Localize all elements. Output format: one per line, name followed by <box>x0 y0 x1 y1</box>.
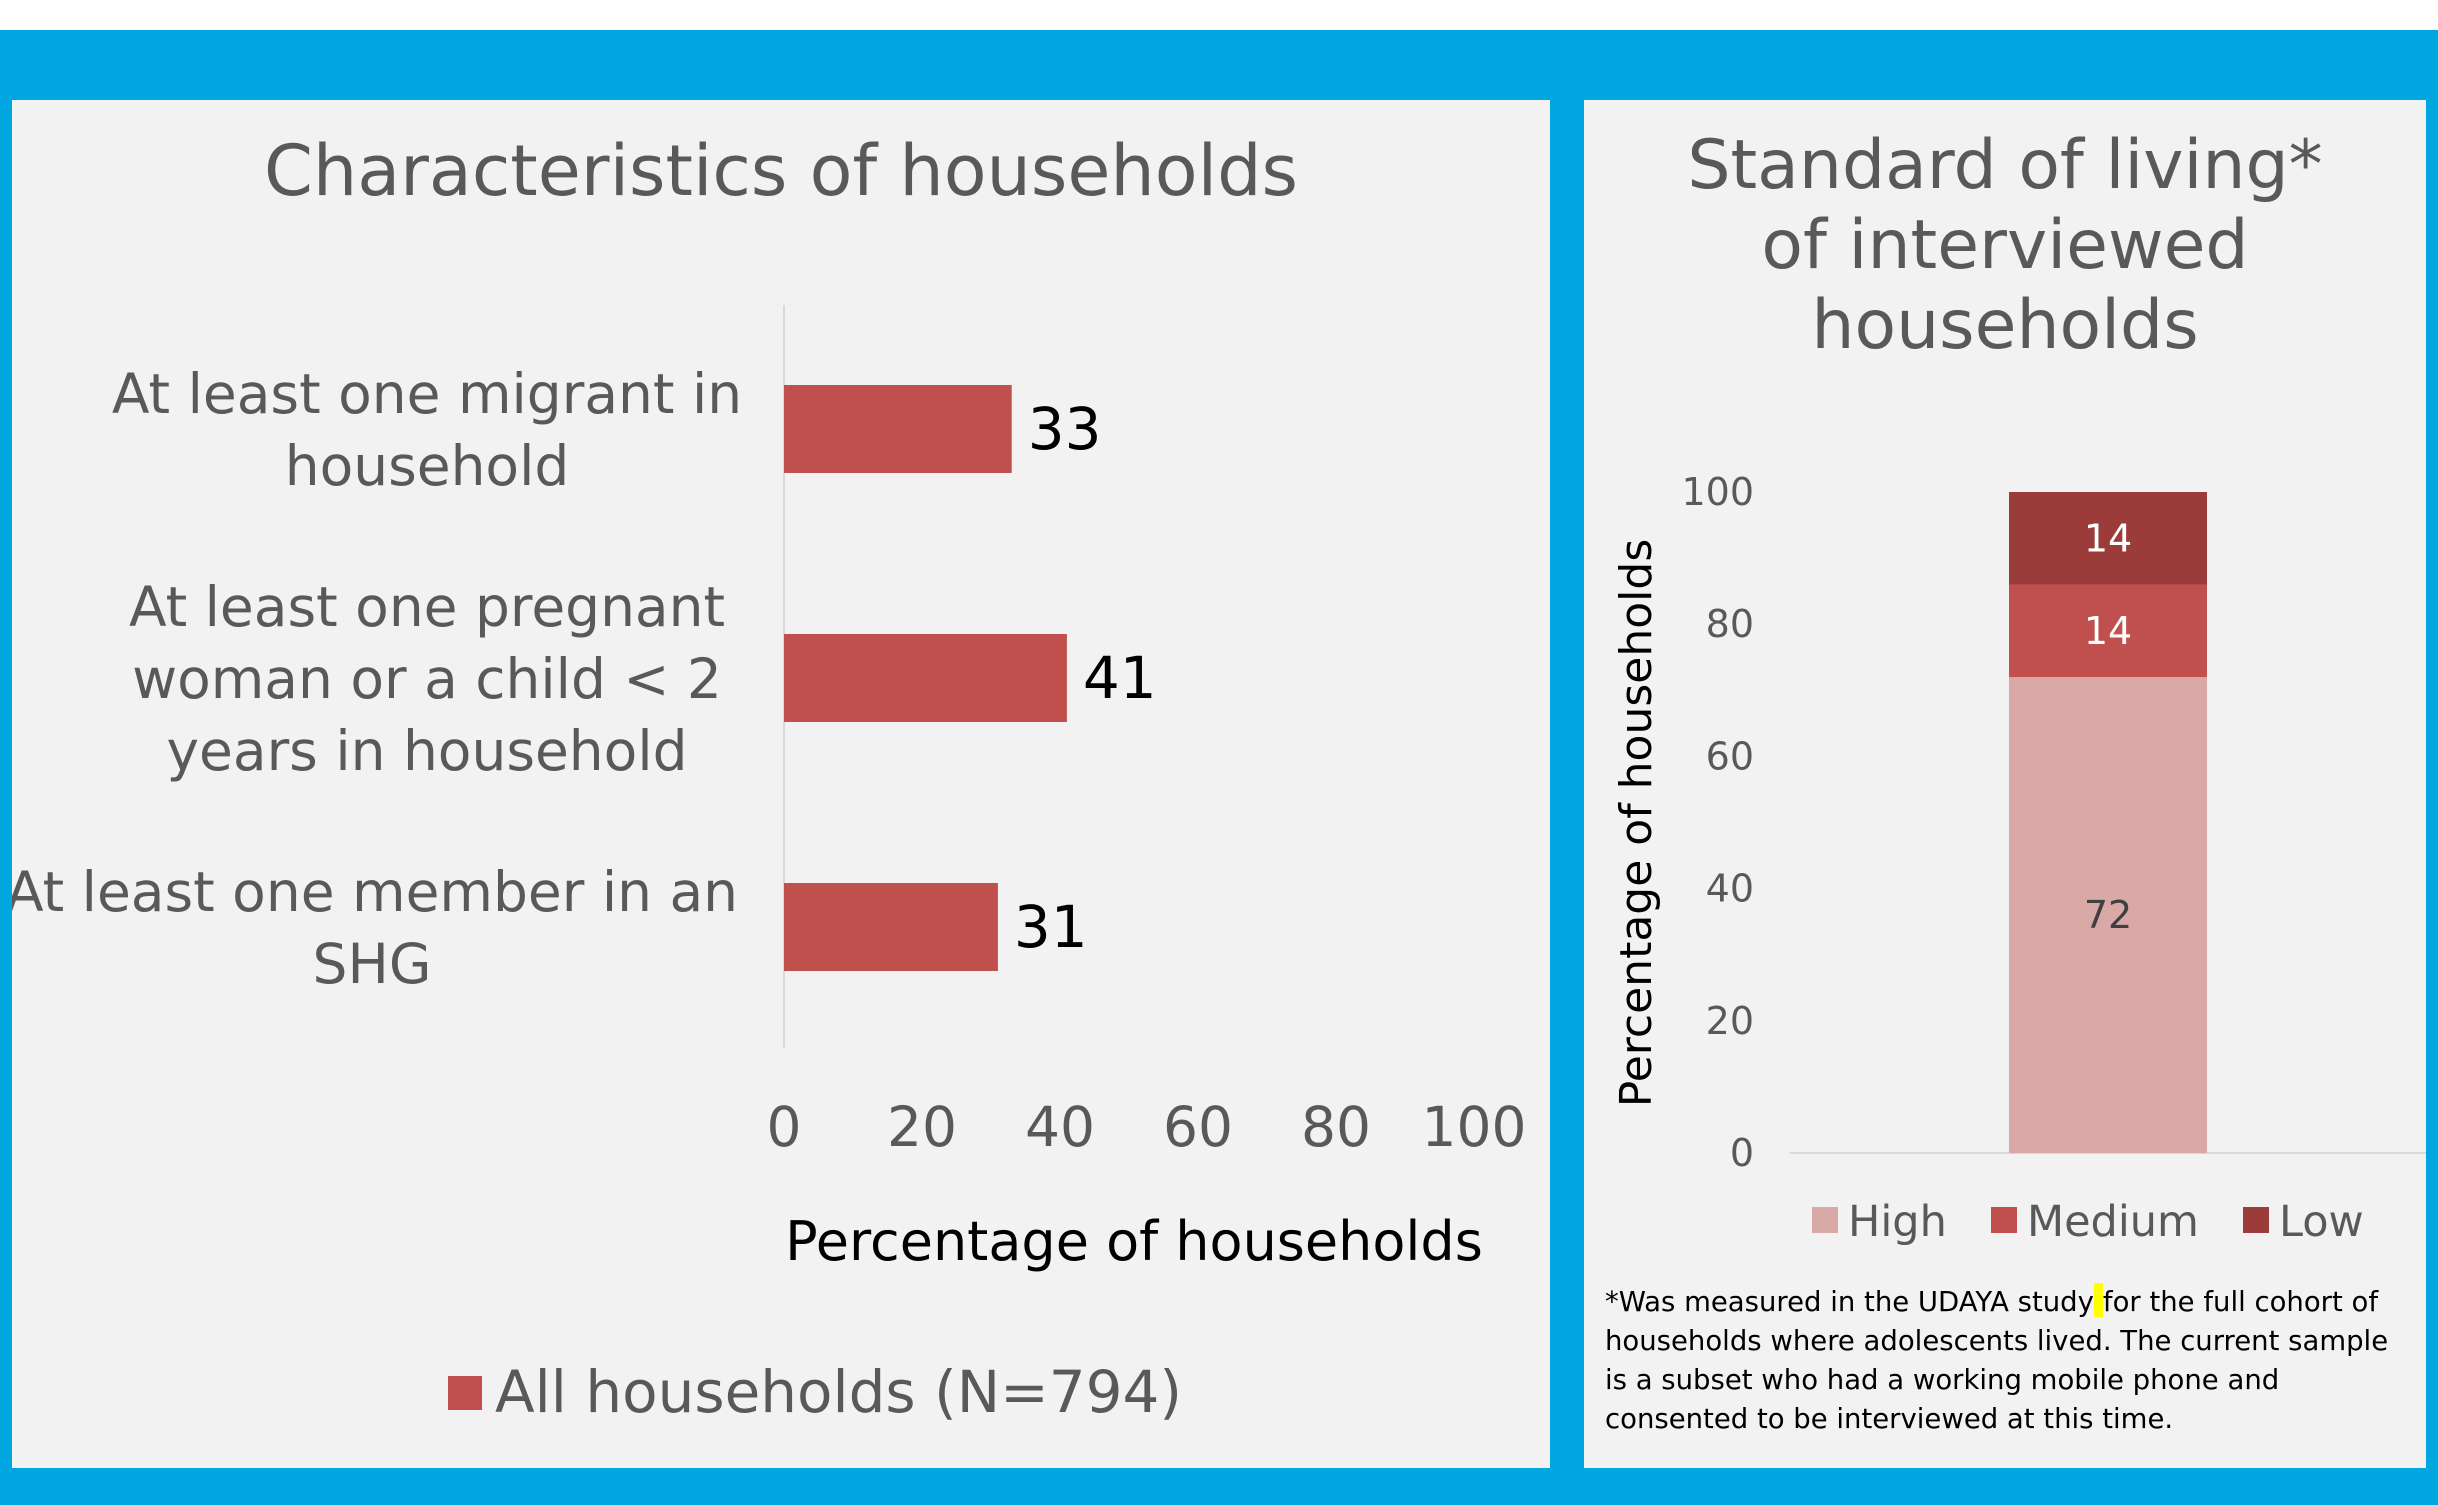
legend-swatch <box>448 1376 482 1410</box>
category-label-2: At least one pregnant woman or a child < … <box>129 575 725 783</box>
stack-segment-high <box>2009 677 2207 1153</box>
legend-label-medium: Medium <box>2027 1197 2199 1247</box>
y-tick-label: 40 <box>1706 867 1754 911</box>
x-axis-title: Percentage of households <box>785 1210 1483 1273</box>
x-tick-label: 40 <box>1025 1095 1095 1159</box>
footnote-text-start: *Was measured in the UDAYA study <box>1605 1286 2094 1318</box>
legend-swatch-low <box>2243 1207 2269 1233</box>
y-tick-label: 80 <box>1706 602 1754 646</box>
legend-label: All households (N=794) <box>495 1358 1182 1426</box>
category-label-3: At least one member in an SHG <box>12 860 738 996</box>
footnote: *Was measured in the UDAYA study for the … <box>1605 1283 2405 1439</box>
characteristics-bar-chart: 33 At least one migrant in household 41 At l… <box>12 305 1527 1426</box>
highlight-mark <box>2093 1283 2103 1317</box>
y-tick-label: 0 <box>1730 1131 1754 1175</box>
x-tick-label: 60 <box>1163 1095 1233 1159</box>
x-tick-label: 100 <box>1422 1095 1527 1159</box>
standard-of-living-stacked-chart: 0 20 40 60 80 100 72 14 14 Percentage of househol… <box>1611 470 2426 1247</box>
data-label-medium: 14 <box>2084 609 2132 653</box>
x-tick-label: 20 <box>887 1095 957 1159</box>
footnote-text-end: for the full cohort of households where … <box>1605 1286 2389 1435</box>
bar-1 <box>784 385 1012 473</box>
y-tick-label: 20 <box>1706 999 1754 1043</box>
right-title-line-2: of interviewed <box>1761 206 2249 286</box>
y-tick-label: 60 <box>1706 734 1754 778</box>
legend-swatch-high <box>1812 1207 1838 1233</box>
data-label-high: 72 <box>2084 893 2132 937</box>
x-tick-label: 0 <box>767 1095 802 1159</box>
data-label-low: 14 <box>2084 516 2132 560</box>
legend-label-low: Low <box>2279 1197 2364 1247</box>
left-chart-title: Characteristics of households <box>264 130 1298 212</box>
y-axis-title: Percentage of households <box>1611 539 1662 1107</box>
stack-segment-medium <box>2009 584 2207 678</box>
legend-swatch-medium <box>1991 1207 2017 1233</box>
data-label-2: 41 <box>1083 644 1157 712</box>
stack-segment-low <box>2009 492 2207 585</box>
households-characteristics-panel: Characteristics of households 33 At least… <box>12 100 1550 1468</box>
right-chart-title: Standard of living* of interviewed house… <box>1584 126 2426 367</box>
y-tick-label: 100 <box>1681 470 1754 514</box>
data-label-3: 31 <box>1014 893 1088 961</box>
bar-3 <box>784 883 998 971</box>
standard-of-living-panel: Standard of living* of interviewed house… <box>1584 100 2426 1468</box>
x-tick-label: 80 <box>1301 1095 1371 1159</box>
data-label-1: 33 <box>1028 395 1102 463</box>
right-title-line-3: households <box>1811 286 2199 366</box>
right-title-line-1: Standard of living* <box>1687 126 2323 205</box>
bar-2 <box>784 634 1067 722</box>
category-label-1: At least one migrant in household <box>112 362 742 498</box>
legend-label-high: High <box>1848 1197 1947 1247</box>
